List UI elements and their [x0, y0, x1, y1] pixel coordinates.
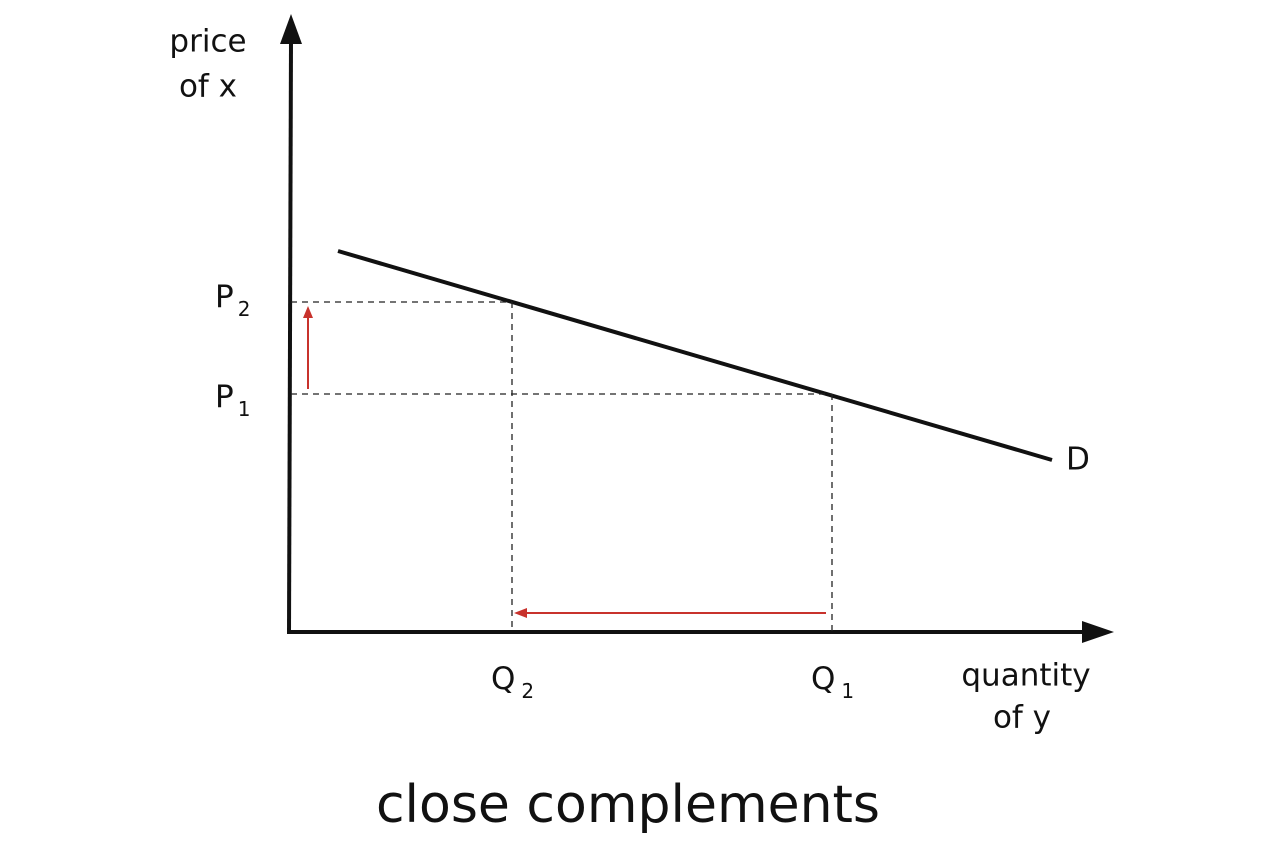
y-axis	[287, 39, 293, 635]
subscript: 2	[521, 679, 534, 703]
quantity-fall-arrowhead	[514, 608, 527, 618]
letter: P	[215, 379, 234, 415]
y-axis-label: of x	[179, 69, 237, 105]
letter: Q	[491, 661, 515, 697]
y-axis-label: price	[169, 24, 246, 60]
subscript: 2	[238, 297, 251, 321]
y-axis-arrowhead	[280, 14, 302, 44]
caption: close complements	[376, 775, 880, 835]
x-axis-label: quantity	[961, 658, 1090, 694]
curve-label: D	[1066, 442, 1090, 478]
letter: P	[215, 279, 234, 315]
price-rise-arrowhead	[303, 306, 313, 318]
x-axis-arrowhead	[1082, 621, 1114, 643]
subscript: 1	[238, 397, 251, 421]
x-axis-label: of y	[993, 700, 1051, 736]
subscript: 1	[841, 679, 854, 703]
demand-curve	[337, 249, 1053, 462]
letter: Q	[811, 661, 835, 697]
